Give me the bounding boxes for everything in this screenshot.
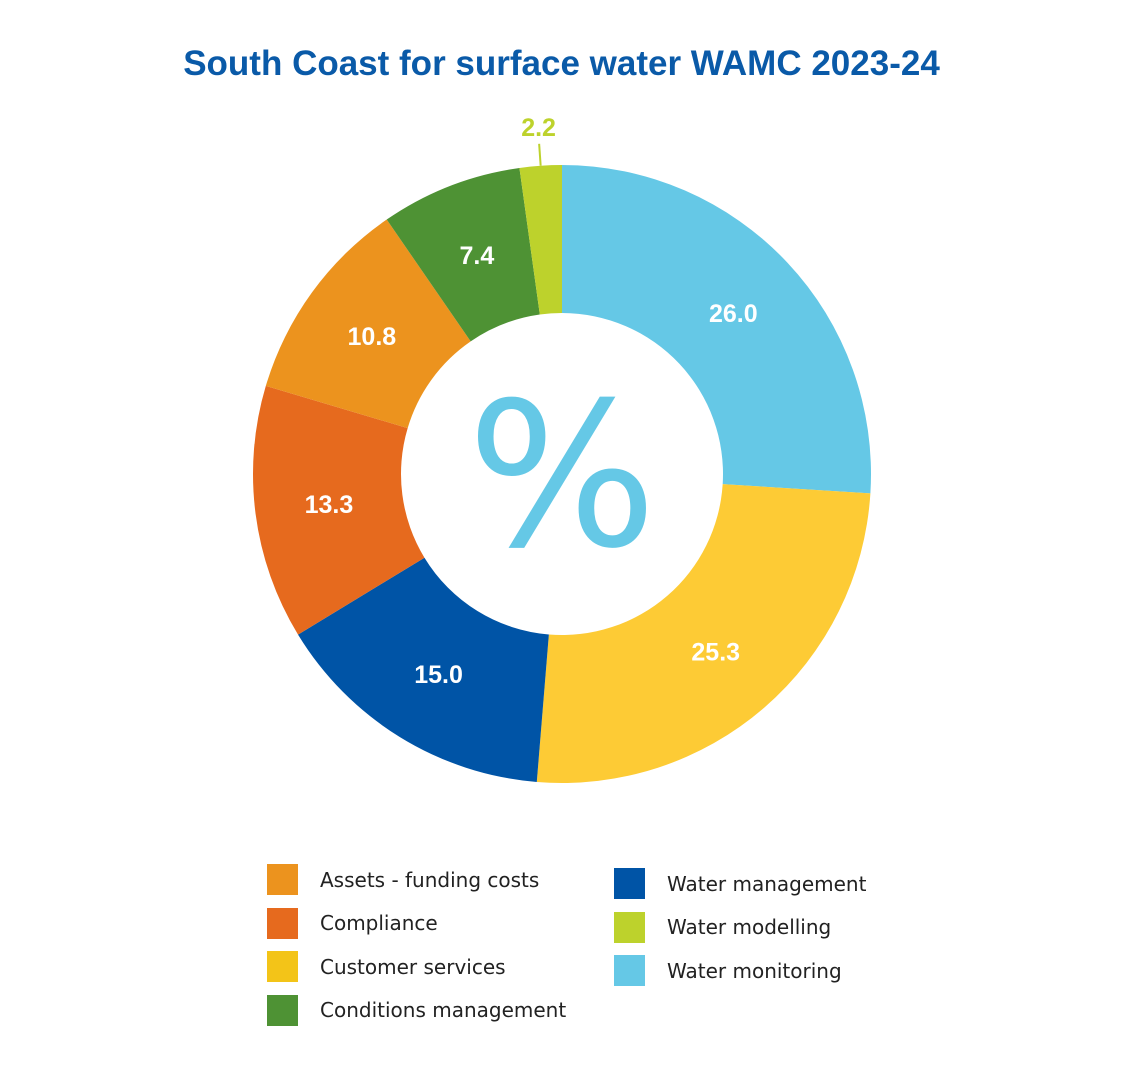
data-label-compliance: 13.3 <box>305 491 354 519</box>
legend-item-water-management: Water management <box>614 868 866 899</box>
chart-title: South Coast for surface water WAMC 2023-… <box>183 44 940 83</box>
legend-swatch <box>267 994 298 1026</box>
legend-swatch <box>614 868 645 899</box>
legend-label: Water monitoring <box>667 958 842 983</box>
legend-swatch <box>614 911 645 943</box>
leader-line-water-modelling <box>538 143 542 166</box>
legend-swatch <box>267 951 298 982</box>
legend-label: Assets - funding costs <box>320 867 540 892</box>
data-label-assets-funding-costs: 10.8 <box>348 323 397 351</box>
legend-label: Water modelling <box>667 915 832 939</box>
slice-compliance <box>253 385 425 635</box>
legend-item-customer-services: Customer services <box>267 951 506 982</box>
legend-swatch <box>614 955 645 986</box>
data-label-water-monitoring: 26.0 <box>709 300 758 328</box>
legend-item-water-modelling: Water modelling <box>614 911 832 943</box>
donut-slices <box>253 165 871 784</box>
percent-icon-glyph: % <box>467 360 657 593</box>
slice-water-monitoring <box>562 165 871 494</box>
legend-item-water-monitoring: Water monitoring <box>614 955 842 986</box>
legend-item-assets-funding-costs: Assets - funding costs <box>267 864 539 895</box>
slice-water-modelling <box>519 165 562 315</box>
legend-label: Customer services <box>320 954 506 979</box>
legend-swatch <box>267 864 298 895</box>
slice-labels: 26.0 25.3 15.0 13.3 10.8 7.4 2.2 <box>305 114 758 689</box>
data-label-conditions-management: 7.4 <box>459 242 494 270</box>
slice-conditions-management <box>386 167 540 342</box>
data-label-water-modelling: 2.2 <box>521 114 556 142</box>
legend-label: Conditions management <box>320 998 567 1022</box>
legend-item-conditions-management: Conditions management <box>267 994 567 1026</box>
legend-item-compliance: Compliance <box>267 907 438 939</box>
legend-label: Water management <box>667 871 867 896</box>
slice-customer-services <box>536 484 871 784</box>
legend-label: Compliance <box>320 911 438 935</box>
legend-swatch <box>267 907 298 939</box>
slice-water-management <box>298 557 549 782</box>
data-label-customer-services: 25.3 <box>691 639 740 667</box>
data-label-water-management: 15.0 <box>414 661 463 689</box>
slice-assets-funding-costs <box>265 219 471 429</box>
percent-icon: % <box>467 360 657 593</box>
